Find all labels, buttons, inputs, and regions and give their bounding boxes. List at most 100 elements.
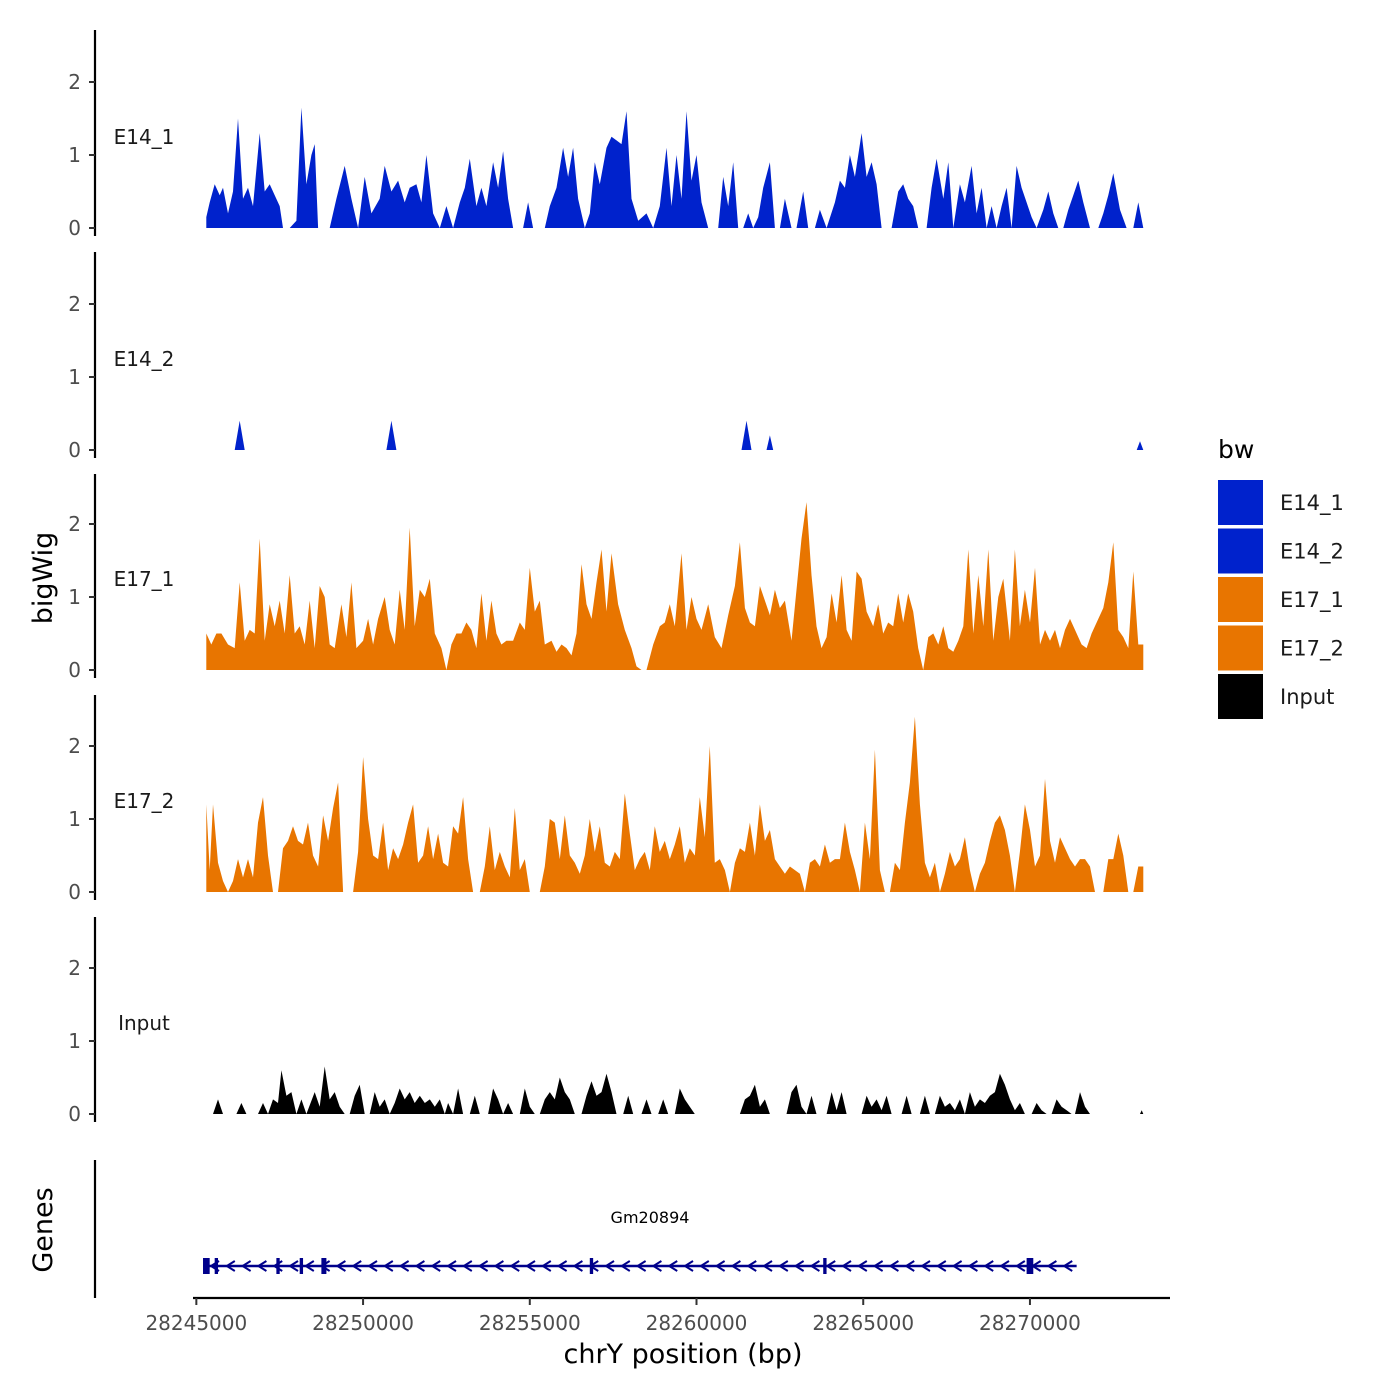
strand-arrow — [619, 1260, 631, 1272]
genes-axis-title: Genes — [28, 1187, 59, 1272]
exon-block — [823, 1258, 827, 1274]
gene-label: Gm20894 — [611, 1208, 690, 1227]
coverage-area-e17-2 — [206, 716, 1144, 892]
strand-arrow — [667, 1260, 678, 1272]
strand-arrow — [493, 1260, 504, 1272]
strand-arrow — [525, 1260, 536, 1272]
exon-block — [214, 1258, 219, 1274]
strand-arrow — [303, 1260, 315, 1272]
legend-label-e14-1: E14_1 — [1280, 491, 1344, 516]
strand-arrow — [414, 1260, 425, 1272]
coverage-area-input — [213, 1066, 1144, 1114]
strand-arrow — [540, 1260, 552, 1272]
exon-block — [203, 1258, 210, 1274]
strand-arrow — [556, 1260, 568, 1272]
legend-label-input: Input — [1280, 685, 1334, 709]
y-tick-label: 2 — [68, 956, 81, 980]
legend-label-e14-2: E14_2 — [1280, 540, 1344, 565]
strand-arrow — [1014, 1260, 1026, 1272]
strand-arrow — [983, 1260, 994, 1272]
x-tick-label: 28255000 — [479, 1311, 581, 1335]
x-tick-label: 28245000 — [145, 1311, 247, 1335]
strand-arrow — [999, 1260, 1010, 1272]
legend-title: bw — [1218, 435, 1254, 464]
strand-arrow — [651, 1260, 662, 1272]
y-tick-label: 2 — [68, 70, 81, 94]
y-tick-label: 1 — [68, 807, 81, 831]
exon-block — [589, 1258, 594, 1274]
track-label: E17_1 — [114, 567, 175, 591]
strand-arrow — [477, 1260, 489, 1272]
strand-arrow — [351, 1260, 362, 1272]
track-e17-2: 0 1 2 E17_2 — [68, 695, 1144, 904]
strand-arrow — [888, 1260, 899, 1272]
x-axis: 28245000 28250000 28255000 28260000 28265000… — [145, 1296, 1170, 1335]
strand-arrow — [288, 1260, 299, 1272]
legend-label-e17-2: E17_2 — [1280, 637, 1344, 662]
strand-arrow — [777, 1260, 789, 1272]
strand-arrow — [367, 1260, 378, 1272]
y-tick-label: 0 — [68, 438, 81, 462]
track-label: E17_2 — [114, 789, 175, 813]
coverage-area-e17-1 — [206, 502, 1144, 670]
strand-arrow — [872, 1260, 884, 1272]
strand-arrow — [841, 1260, 852, 1272]
strand-arrow — [335, 1260, 346, 1272]
x-tick-label: 28260000 — [646, 1311, 748, 1335]
legend-label-e17-1: E17_1 — [1280, 588, 1344, 613]
strand-arrow — [572, 1260, 583, 1272]
y-tick-label: 0 — [68, 216, 81, 240]
strand-arrow — [398, 1260, 410, 1272]
track-e14-1: 0 1 2 E14_1 — [68, 30, 1144, 240]
track-e17-1: 0 1 2 E17_1 — [68, 474, 1144, 682]
strand-arrow — [730, 1260, 741, 1272]
track-label: Input — [118, 1011, 170, 1035]
strand-arrow — [1062, 1260, 1073, 1272]
exon-block — [299, 1258, 304, 1274]
legend-swatch-input — [1218, 674, 1263, 719]
exon-block — [1026, 1258, 1034, 1274]
legend-swatch-e17-2 — [1218, 625, 1263, 671]
x-tick-label: 28270000 — [979, 1311, 1081, 1335]
strand-arrow — [825, 1260, 836, 1272]
legend: bw E14_1 E14_2 E17_1 E17_2 Input — [1218, 435, 1344, 719]
strand-arrow — [714, 1260, 726, 1272]
y-tick-label: 1 — [68, 143, 81, 167]
strand-arrow — [256, 1260, 267, 1272]
strand-arrow — [430, 1260, 441, 1272]
track-panels: 0 1 2 E14_1 0 1 2 E14_2 0 1 2 E17_1 0 1 2 E17_2 0 1 2 Input — [68, 30, 1144, 1126]
strand-arrow — [762, 1260, 773, 1272]
strand-arrow — [856, 1260, 868, 1272]
y-tick-label: 2 — [68, 734, 81, 758]
strand-arrow — [683, 1260, 694, 1272]
strand-arrow — [446, 1260, 457, 1272]
strand-arrow — [809, 1260, 820, 1272]
legend-swatch-e14-1 — [1218, 480, 1263, 525]
coverage-area-e14-1 — [206, 107, 1144, 228]
strand-arrow — [224, 1260, 236, 1272]
y-tick-label: 1 — [68, 1029, 81, 1053]
y-tick-label: 2 — [68, 512, 81, 536]
strand-arrow — [746, 1260, 757, 1272]
legend-swatch-e14-2 — [1218, 528, 1263, 574]
y-tick-label: 1 — [68, 365, 81, 389]
x-tick-label: 28265000 — [812, 1311, 914, 1335]
y-tick-label: 0 — [68, 1102, 81, 1126]
strand-arrow — [604, 1260, 615, 1272]
genes-panel: Gm20894 — [93, 1160, 1077, 1298]
strand-arrow — [935, 1260, 947, 1272]
strand-arrow — [382, 1260, 394, 1272]
strand-arrow — [698, 1260, 710, 1272]
x-axis-title: chrY position (bp) — [563, 1339, 802, 1370]
strand-arrow — [1046, 1260, 1057, 1272]
track-e14-2: 0 1 2 E14_2 — [68, 252, 1144, 462]
track-label: E14_1 — [114, 125, 175, 149]
strand-arrow — [793, 1260, 805, 1272]
y-tick-label: 2 — [68, 292, 81, 316]
strand-arrow — [967, 1260, 978, 1272]
exon-block — [276, 1258, 280, 1274]
strand-arrow — [509, 1260, 520, 1272]
exon-block — [321, 1258, 327, 1274]
y-tick-label: 0 — [68, 880, 81, 904]
track-input: 0 1 2 Input — [68, 917, 1144, 1126]
